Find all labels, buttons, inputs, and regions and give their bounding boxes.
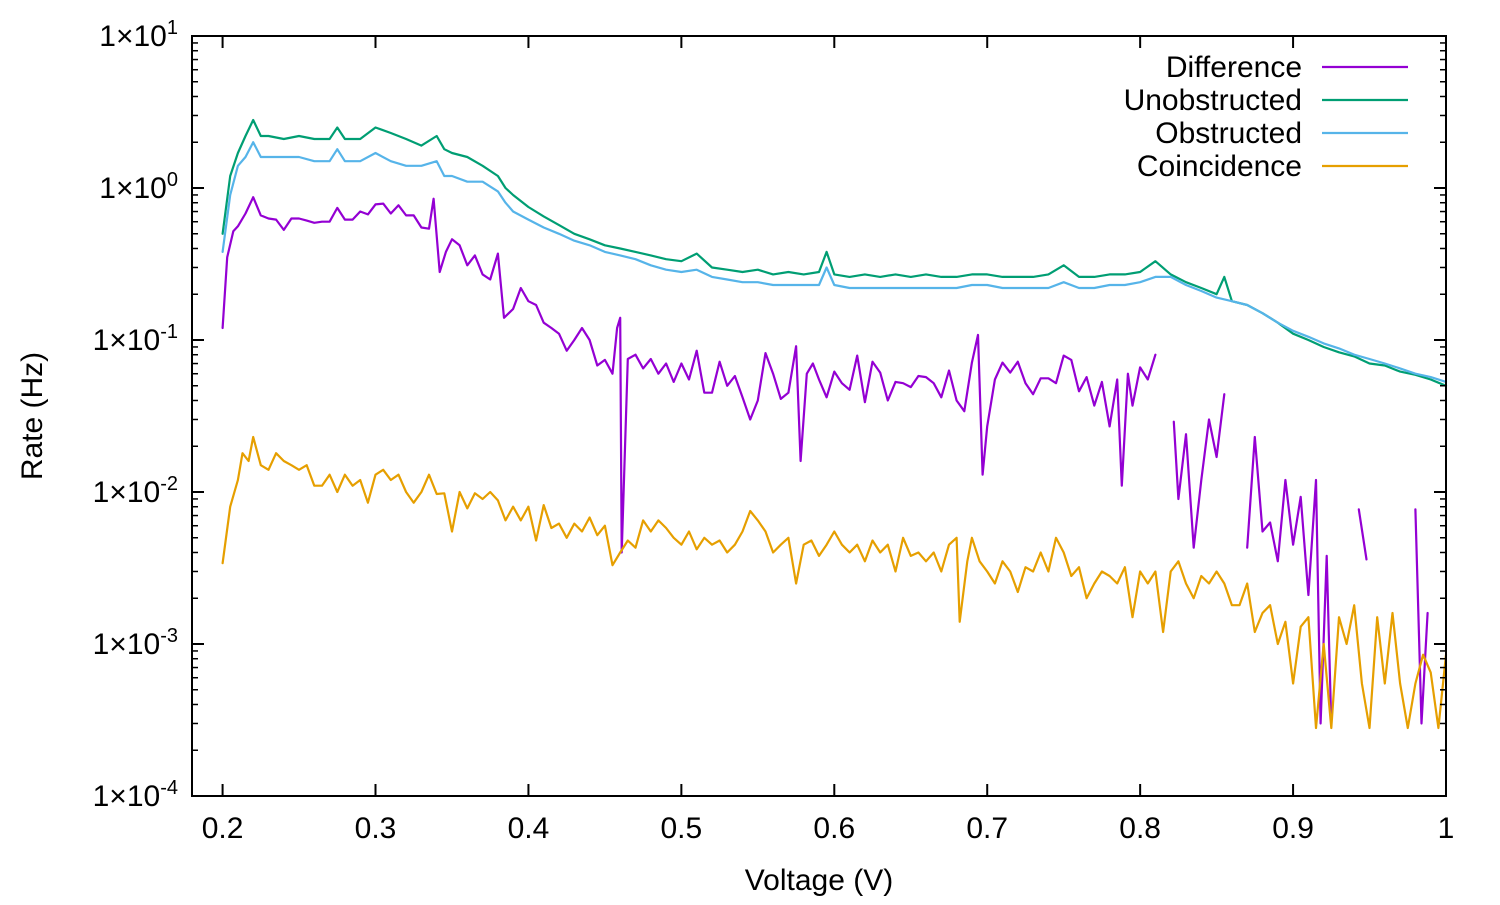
series-line-difference-cont-4: [1414, 508, 1429, 725]
legend-label-difference: Difference: [1166, 51, 1302, 84]
series-line-coincidence: [221, 435, 1448, 730]
legend-label-coincidence: Coincidence: [1137, 150, 1302, 183]
series-line-unobstructed: [221, 118, 1448, 387]
x-tick-label: 0.9: [1272, 812, 1314, 845]
ticks-layer: 0.2 0.3 0.4 0.5 0.6 0.7 0.8 0.9 1 1×101 1×100 1×10-…: [93, 17, 1455, 845]
y-tick-label: 1×10-1: [93, 321, 178, 357]
y-tick-label: 1×101: [99, 17, 178, 53]
series-line-difference-cont: [1172, 393, 1226, 549]
y-tick-label: 1×100: [99, 169, 178, 205]
x-tick-label: 0.3: [355, 812, 397, 845]
x-tick-label: 0.2: [202, 812, 244, 845]
series-line-difference-cont-3: [1357, 508, 1368, 561]
series-layer: [221, 118, 1448, 730]
x-tick-label: 0.4: [508, 812, 550, 845]
series-line-difference: [221, 196, 1157, 554]
x-tick-label: 1: [1438, 812, 1455, 845]
plot-frame: [191, 35, 1447, 797]
series-line-obstructed: [221, 141, 1448, 383]
y-axis-label: Rate (Hz): [16, 352, 49, 480]
x-tick-label: 0.5: [661, 812, 703, 845]
y-tick-label: 1×10-4: [93, 777, 178, 813]
legend: DifferenceUnobstructedObstructedCoincide…: [1124, 51, 1408, 183]
legend-label-obstructed: Obstructed: [1155, 117, 1302, 150]
x-tick-label: 0.8: [1119, 812, 1161, 845]
series-line-difference-cont-2: [1246, 435, 1333, 727]
y-tick-label: 1×10-2: [93, 473, 178, 509]
x-axis-label: Voltage (V): [745, 864, 893, 897]
x-tick-label: 0.7: [966, 812, 1008, 845]
legend-label-unobstructed: Unobstructed: [1124, 84, 1302, 117]
x-tick-label: 0.6: [813, 812, 855, 845]
y-tick-label: 1×10-3: [93, 625, 178, 661]
